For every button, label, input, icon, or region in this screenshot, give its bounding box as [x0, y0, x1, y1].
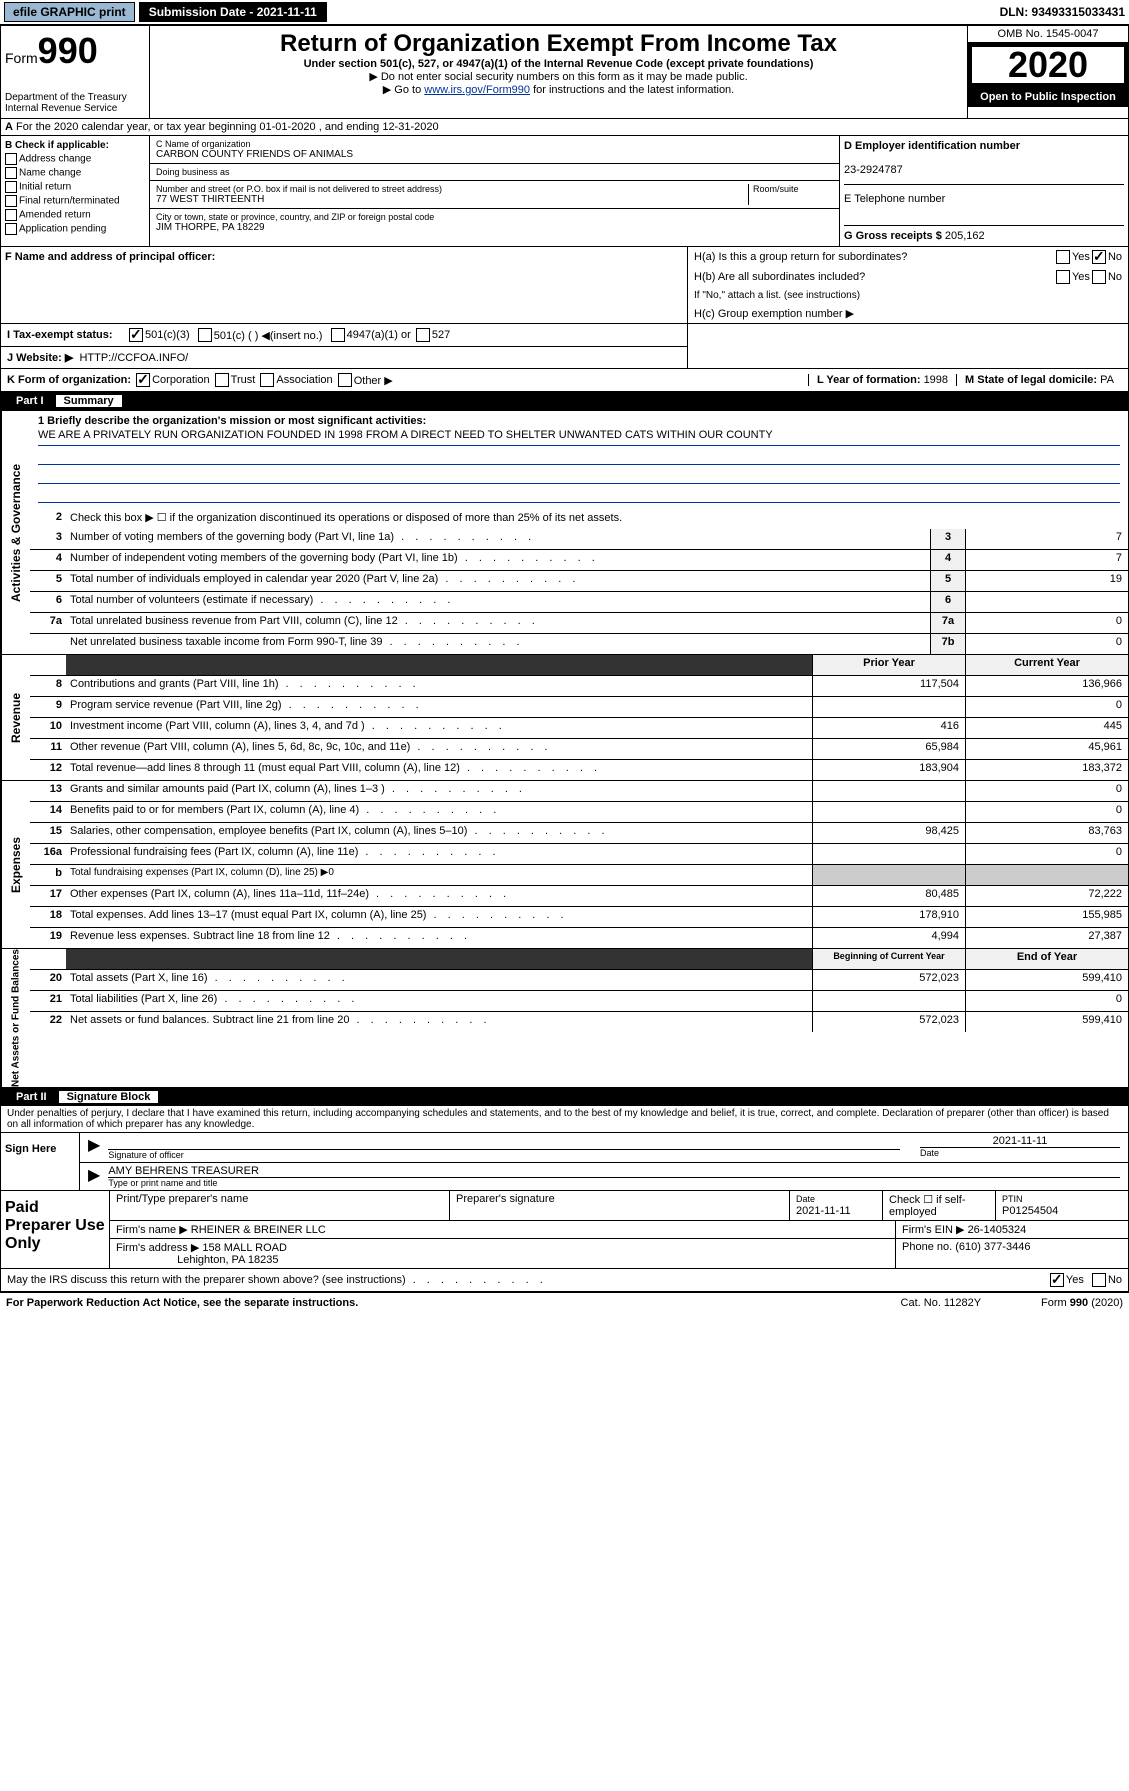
name-arrow-icon: ▶ — [88, 1165, 100, 1188]
row-j-website: J Website: ▶ HTTP://CCFOA.INFO/ — [1, 347, 687, 368]
address-cell: Number and street (or P.O. box if mail i… — [150, 181, 839, 209]
part-1-header: Part I Summary — [0, 392, 1129, 410]
form-subtitle: Under section 501(c), 527, or 4947(a)(1)… — [154, 58, 963, 70]
part-2-header: Part II Signature Block — [0, 1088, 1129, 1106]
ha-yes[interactable] — [1056, 250, 1070, 264]
check-address-change[interactable]: Address change — [5, 153, 145, 165]
top-toolbar: efile GRAPHIC print Submission Date - 20… — [0, 0, 1129, 25]
department-label: Department of the Treasury Internal Reve… — [5, 92, 145, 114]
principal-officer: F Name and address of principal officer: — [1, 247, 688, 323]
exp-line-13: 13 Grants and similar amounts paid (Part… — [30, 781, 1128, 802]
rev-line-11: 11 Other revenue (Part VIII, column (A),… — [30, 739, 1128, 760]
rev-line-12: 12 Total revenue—add lines 8 through 11 … — [30, 760, 1128, 780]
gov-line-3: 3 Number of voting members of the govern… — [30, 529, 1128, 550]
na-line-21: 21 Total liabilities (Part X, line 26) 0 — [30, 991, 1128, 1012]
gov-line-7a: 7a Total unrelated business revenue from… — [30, 613, 1128, 634]
row-k-form-org: K Form of organization: Corporation Trus… — [0, 369, 1129, 392]
form-number: Form990 — [5, 30, 145, 72]
submission-date: Submission Date - 2021-11-11 — [139, 2, 327, 22]
exp-line-14: 14 Benefits paid to or for members (Part… — [30, 802, 1128, 823]
form-header: Form990 Department of the Treasury Inter… — [0, 25, 1129, 119]
efile-print-button[interactable]: efile GRAPHIC print — [4, 2, 135, 22]
dln-number: DLN: 93493315033431 — [1000, 5, 1125, 19]
section-f-h: F Name and address of principal officer:… — [0, 247, 1129, 324]
revenue-section: Revenue Prior Year Current Year 8 Contri… — [0, 655, 1129, 781]
check-final-return[interactable]: Final return/terminated — [5, 195, 145, 207]
hb-yes[interactable] — [1056, 270, 1070, 284]
ha-no[interactable] — [1092, 250, 1106, 264]
gross-receipts: G Gross receipts $ 205,162 — [844, 225, 1124, 242]
check-name-change[interactable]: Name change — [5, 167, 145, 179]
row-a-calendar-year: A For the 2020 calendar year, or tax yea… — [0, 119, 1129, 136]
signature-block: Sign Here ▶ Signature of officer 2021-11… — [0, 1133, 1129, 1191]
form-title: Return of Organization Exempt From Incom… — [154, 30, 963, 58]
exp-line-17: 17 Other expenses (Part IX, column (A), … — [30, 886, 1128, 907]
check-initial-return[interactable]: Initial return — [5, 181, 145, 193]
section-b-c-d: B Check if applicable: Address change Na… — [0, 136, 1129, 247]
h-b-subordinates: H(b) Are all subordinates included? Yes … — [688, 267, 1128, 287]
ein-cell: D Employer identification number 23-2924… — [844, 140, 1124, 185]
gov-line-5: 5 Total number of individuals employed i… — [30, 571, 1128, 592]
governance-section: Activities & Governance 1 Briefly descri… — [0, 410, 1129, 655]
exp-line-15: 15 Salaries, other compensation, employe… — [30, 823, 1128, 844]
na-line-20: 20 Total assets (Part X, line 16) 572,02… — [30, 970, 1128, 991]
h-a-group-return: H(a) Is this a group return for subordin… — [688, 247, 1128, 267]
expenses-section: Expenses 13 Grants and similar amounts p… — [0, 781, 1129, 949]
exp-line-16a: 16a Professional fundraising fees (Part … — [30, 844, 1128, 865]
check-501c3[interactable] — [129, 328, 143, 342]
rev-line-8: 8 Contributions and grants (Part VIII, l… — [30, 676, 1128, 697]
discuss-yes[interactable] — [1050, 1273, 1064, 1287]
open-to-public: Open to Public Inspection — [968, 87, 1128, 107]
hb-note: If "No," attach a list. (see instruction… — [688, 287, 1128, 304]
hb-no[interactable] — [1092, 270, 1106, 284]
exp-line-b: b Total fundraising expenses (Part IX, c… — [30, 865, 1128, 886]
paid-preparer-block: Paid Preparer Use Only Print/Type prepar… — [0, 1191, 1129, 1269]
check-assoc[interactable] — [260, 373, 274, 387]
mission-block: 1 Briefly describe the organization's mi… — [30, 411, 1128, 509]
dba-cell: Doing business as — [150, 164, 839, 181]
check-501c[interactable] — [198, 328, 212, 342]
perjury-statement: Under penalties of perjury, I declare th… — [0, 1106, 1129, 1133]
org-name-cell: C Name of organization CARBON COUNTY FRI… — [150, 136, 839, 164]
rev-line-9: 9 Program service revenue (Part VIII, li… — [30, 697, 1128, 718]
ssn-warning: ▶ Do not enter social security numbers o… — [154, 70, 963, 83]
tax-year: 2020 — [968, 43, 1128, 87]
instructions-link-row: ▶ Go to www.irs.gov/Form990 for instruct… — [154, 83, 963, 96]
na-line-22: 22 Net assets or fund balances. Subtract… — [30, 1012, 1128, 1032]
check-application-pending[interactable]: Application pending — [5, 223, 145, 235]
check-4947[interactable] — [331, 328, 345, 342]
h-c-exemption: H(c) Group exemption number ▶ — [688, 304, 1128, 323]
phone-cell: E Telephone number — [844, 193, 1124, 225]
gov-line-6: 6 Total number of volunteers (estimate i… — [30, 592, 1128, 613]
row-i-tax-status: I Tax-exempt status: 501(c)(3) 501(c) ( … — [1, 324, 687, 347]
rev-line-10: 10 Investment income (Part VIII, column … — [30, 718, 1128, 739]
exp-line-18: 18 Total expenses. Add lines 13–17 (must… — [30, 907, 1128, 928]
netassets-section: Net Assets or Fund Balances Beginning of… — [0, 949, 1129, 1088]
footer: For Paperwork Reduction Act Notice, see … — [0, 1292, 1129, 1313]
check-corp[interactable] — [136, 373, 150, 387]
check-trust[interactable] — [215, 373, 229, 387]
check-other[interactable] — [338, 373, 352, 387]
city-cell: City or town, state or province, country… — [150, 209, 839, 236]
section-b-checkboxes: B Check if applicable: Address change Na… — [1, 136, 150, 246]
discuss-no[interactable] — [1092, 1273, 1106, 1287]
gov-line-7b: Net unrelated business taxable income fr… — [30, 634, 1128, 654]
exp-line-19: 19 Revenue less expenses. Subtract line … — [30, 928, 1128, 948]
check-527[interactable] — [416, 328, 430, 342]
gov-line-4: 4 Number of independent voting members o… — [30, 550, 1128, 571]
check-amended[interactable]: Amended return — [5, 209, 145, 221]
irs-link[interactable]: www.irs.gov/Form990 — [424, 84, 530, 96]
omb-number: OMB No. 1545-0047 — [968, 26, 1128, 43]
sign-arrow-icon: ▶ — [88, 1135, 100, 1160]
discuss-row: May the IRS discuss this return with the… — [0, 1269, 1129, 1292]
